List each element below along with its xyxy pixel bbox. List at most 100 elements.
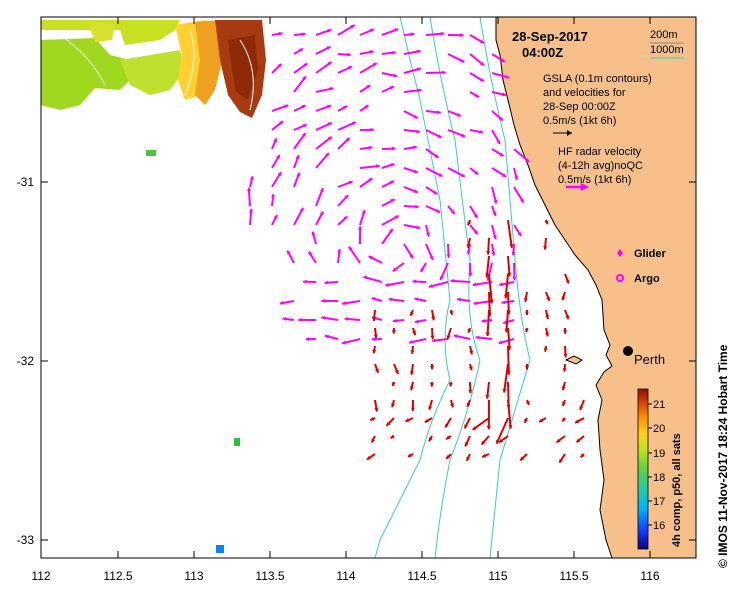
current-vector-head bbox=[519, 198, 524, 203]
current-vector-head bbox=[270, 194, 276, 198]
glider-marker bbox=[617, 249, 623, 257]
current-vector-head bbox=[434, 154, 439, 158]
current-vector-head bbox=[301, 132, 306, 137]
current-vector-head bbox=[410, 350, 415, 354]
current-vector-head bbox=[348, 180, 353, 185]
current-vector-head bbox=[467, 328, 472, 333]
current-vector-head bbox=[394, 28, 399, 33]
current-vector-head bbox=[329, 86, 334, 91]
current-vector-head bbox=[464, 442, 469, 447]
current-vector-head bbox=[389, 180, 394, 185]
current-vector-head bbox=[278, 31, 283, 36]
current-vector-head bbox=[525, 158, 529, 162]
current-vector-head bbox=[473, 301, 478, 306]
y-tick-label: -33 bbox=[17, 533, 35, 547]
current-vector-head bbox=[437, 134, 442, 138]
current-vector-head bbox=[514, 176, 519, 180]
current-vector-head bbox=[326, 46, 331, 50]
current-vector-head bbox=[562, 368, 567, 372]
current-vector-head bbox=[373, 334, 378, 339]
current-vector-head bbox=[496, 439, 500, 444]
current-vector-head bbox=[474, 93, 479, 98]
current-vector-head bbox=[372, 349, 377, 354]
current-vector-head bbox=[464, 424, 468, 429]
colorbar-ticks bbox=[648, 403, 652, 526]
current-vector-head bbox=[501, 300, 506, 305]
current-vector-head bbox=[485, 394, 490, 399]
current-vector bbox=[504, 273, 509, 299]
current-vector-head bbox=[525, 401, 530, 405]
current-vector-head bbox=[407, 453, 412, 457]
current-vector-head bbox=[386, 421, 391, 426]
colorbar bbox=[637, 388, 649, 550]
current-vector-head bbox=[546, 296, 551, 301]
x-tick-label: 114.5 bbox=[407, 569, 436, 583]
current-vector-head bbox=[576, 438, 581, 443]
current-vector-head bbox=[345, 137, 350, 142]
current-vector-head bbox=[394, 215, 399, 220]
x-tick-label: 113 bbox=[184, 569, 203, 583]
current-vector-head bbox=[468, 272, 473, 277]
current-vector-head bbox=[298, 48, 303, 53]
hf-legend-scale: 0.5m/s (1kt 6h) bbox=[558, 174, 631, 186]
current-vector bbox=[505, 309, 509, 333]
current-vector-head bbox=[481, 318, 486, 323]
current-vector-head bbox=[448, 382, 453, 387]
current-vector-head bbox=[358, 226, 363, 230]
current-vector-head bbox=[375, 368, 379, 373]
current-vector-head bbox=[457, 297, 461, 302]
current-vector-head bbox=[301, 32, 306, 37]
current-vector-head bbox=[415, 204, 419, 209]
current-vector-head bbox=[370, 127, 374, 132]
current-vector-head bbox=[388, 297, 393, 302]
current-vector-head bbox=[466, 402, 471, 407]
current-vector-head bbox=[416, 67, 421, 72]
current-vector-head bbox=[460, 33, 464, 38]
current-vector-head bbox=[385, 282, 390, 287]
current-vector-head bbox=[392, 267, 397, 272]
current-vector-head bbox=[311, 231, 316, 236]
current-vector-head bbox=[348, 246, 353, 251]
current-vector-head bbox=[405, 418, 410, 422]
credit-text: © IMOS 11-Nov-2017 18:24 Hobart Time bbox=[716, 344, 730, 568]
current-vector-head bbox=[517, 231, 522, 236]
hf-radar-vectors bbox=[246, 24, 530, 345]
current-vector bbox=[495, 417, 509, 445]
current-vector-head bbox=[467, 221, 472, 226]
current-vector-head bbox=[438, 173, 443, 177]
y-tick-label: -31 bbox=[17, 175, 35, 189]
hf-scale-arrowhead bbox=[581, 183, 589, 191]
current-vector-head bbox=[324, 280, 329, 285]
current-vector-head bbox=[440, 31, 445, 36]
current-vector-head bbox=[565, 279, 570, 284]
depth-legend-200m: 200m bbox=[650, 29, 678, 41]
current-vector-head bbox=[390, 163, 395, 168]
current-vector-head bbox=[413, 145, 417, 150]
current-vector-head bbox=[366, 85, 371, 89]
current-vector-head bbox=[424, 418, 429, 423]
current-vector bbox=[507, 327, 511, 350]
current-vector-head bbox=[479, 129, 483, 134]
current-vector-head bbox=[502, 173, 507, 177]
current-vector-head bbox=[449, 310, 454, 315]
hf-legend-line1: HF radar velocity bbox=[558, 146, 642, 158]
current-vector bbox=[485, 255, 490, 278]
x-tick-label: 116 bbox=[640, 569, 659, 583]
current-vector-head bbox=[308, 251, 313, 256]
gsla-legend-scale: 0.5m/s (1kt 6h) bbox=[543, 115, 616, 127]
current-vector-head bbox=[425, 232, 431, 237]
glider-label: Glider bbox=[634, 248, 667, 260]
current-vector-head bbox=[466, 456, 471, 461]
current-vector-head bbox=[350, 25, 355, 29]
current-vector-head bbox=[491, 251, 496, 256]
current-vector-head bbox=[372, 63, 377, 67]
current-vector-head bbox=[475, 335, 480, 340]
current-vector-head bbox=[563, 353, 568, 358]
current-vector-head bbox=[562, 417, 567, 422]
current-vector-head bbox=[301, 105, 306, 109]
current-vector bbox=[488, 273, 493, 304]
axis-ticks bbox=[40, 17, 696, 558]
current-vector-head bbox=[524, 366, 530, 370]
current-vector-head bbox=[327, 122, 332, 127]
current-vector-head bbox=[273, 138, 278, 143]
